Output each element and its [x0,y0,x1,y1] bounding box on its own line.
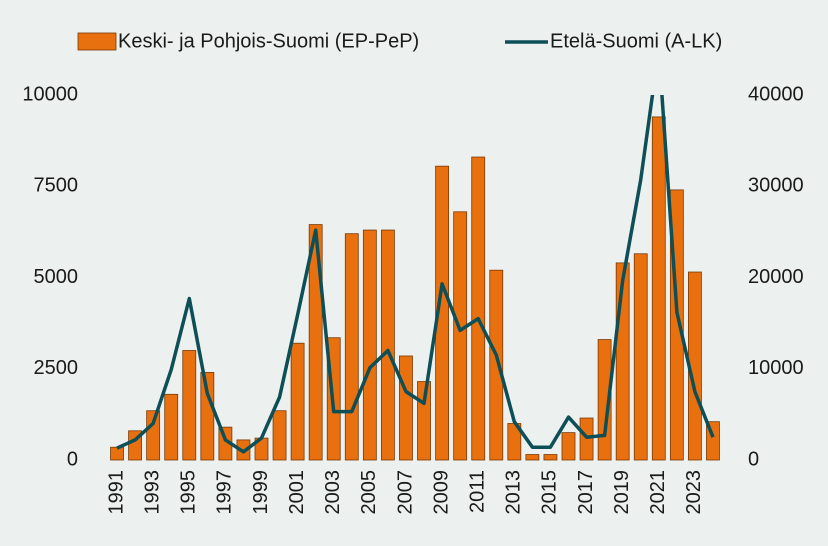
x-tick-label: 2009 [430,470,452,515]
bar [344,233,359,461]
bar [290,342,305,461]
y-tick-label: 0 [67,448,78,470]
y-tick-label: 2500 [34,357,79,379]
bar [146,410,161,461]
bar [633,253,648,461]
bar [164,393,179,461]
line [116,95,715,454]
x-tick-label: 2011 [466,470,488,513]
bar [471,156,486,461]
legend-label: Keski- ja Pohjois-Suomi (EP-PeP) [118,30,419,52]
x-tick-label: 2019 [611,470,633,515]
y-tick-label: 5000 [34,266,79,288]
bar [453,211,468,461]
x-tick-label: 2005 [358,470,380,515]
y-tick-label: 10000 [22,83,78,105]
x-tick-label: 2023 [683,470,705,515]
bar [381,229,395,461]
x-tick-label: 1993 [141,470,163,515]
y2-tick-label: 10000 [748,357,804,379]
bar [489,269,504,461]
bar [308,224,323,461]
bar [399,355,413,461]
x-tick-label: 2001 [286,470,308,515]
bar [182,350,197,461]
bar [543,454,558,461]
bar [362,229,377,461]
bar [272,410,287,461]
bar [110,446,124,461]
x-tick-label: 2015 [539,470,561,515]
bar [435,165,449,461]
y2-tick-label: 20000 [748,266,804,288]
x-tick-label: 2003 [322,470,344,515]
legend-label: Etelä-Suomi (A-LK) [550,30,722,52]
bar [651,116,666,461]
bar [525,454,540,461]
x-tick-label: 1997 [214,470,236,515]
bar [200,371,215,461]
x-tick-label: 1991 [105,470,127,515]
y2-tick-label: 40000 [748,83,804,105]
plot [110,95,720,461]
y-tick-label: 7500 [34,175,79,197]
bar [597,339,612,461]
x-tick-label: 1995 [178,470,200,515]
y2-tick-label: 30000 [748,175,804,197]
bar [561,432,576,461]
y2-tick-label: 0 [748,448,759,470]
x-tick-label: 2017 [575,470,597,515]
x-tick-label: 2007 [394,470,416,515]
x-tick-label: 2021 [647,470,669,515]
x-tick-label: 1999 [250,470,272,515]
legend-swatch [77,32,117,51]
bar [579,417,594,461]
x-tick-label: 2013 [503,470,525,515]
